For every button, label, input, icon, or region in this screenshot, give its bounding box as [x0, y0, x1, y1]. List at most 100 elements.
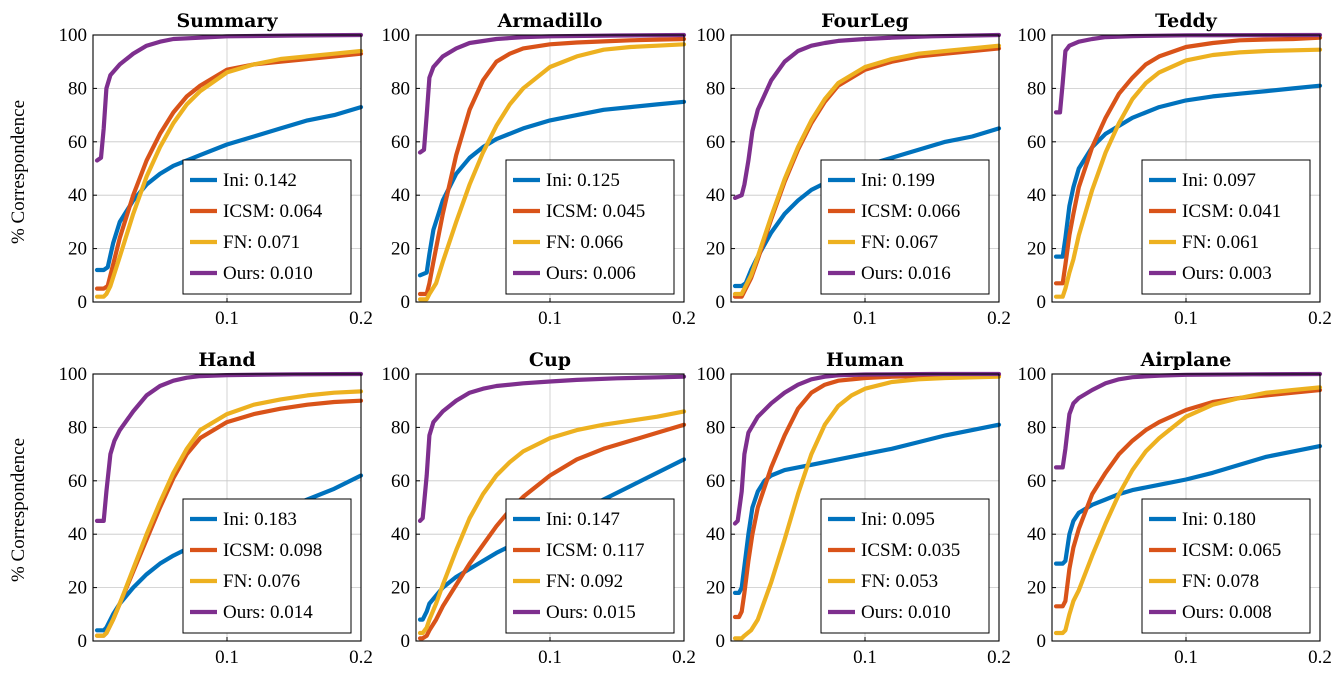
y-tick-label: 40 — [1027, 524, 1046, 545]
y-tick-label: 0 — [716, 292, 726, 313]
y-tick-label: 20 — [68, 239, 87, 260]
y-tick-label: 80 — [68, 417, 87, 438]
legend: Ini: 0.095 ICSM: 0.035 FN: 0.053 Ours: 0.01… — [820, 498, 990, 634]
panel-title: Teddy — [1155, 10, 1218, 32]
y-tick-label: 100 — [59, 364, 88, 385]
legend-label-ours: Ours: 0.010 — [861, 602, 951, 623]
y-tick-label: 40 — [68, 524, 87, 545]
y-tick-label: 40 — [391, 185, 410, 206]
legend-label-fn: FN: 0.066 — [546, 232, 623, 253]
x-tick-label: 0.1 — [538, 647, 562, 668]
legend-label-ini: Ini: 0.125 — [546, 170, 620, 191]
legend: Ini: 0.142 ICSM: 0.064 FN: 0.071 Ours: 0.01… — [182, 159, 352, 295]
legend: Ini: 0.199 ICSM: 0.066 FN: 0.067 Ours: 0.01… — [820, 159, 990, 295]
legend-label-ours: Ours: 0.010 — [223, 263, 313, 284]
legend-label-icsm: ICSM: 0.045 — [546, 201, 645, 222]
legend-label-fn: FN: 0.071 — [223, 232, 300, 253]
panel-title: Airplane — [1140, 349, 1232, 371]
chart-panel: 0 20 40 60 80 100 0.1 0.2 Human Ini: 0.095 ICSM: 0… — [697, 349, 1011, 668]
y-tick-label: 40 — [706, 524, 725, 545]
chart-panel: 0 20 40 60 80 100 0.1 0.2 Summary Ini: 0.142 ICSM:… — [59, 10, 373, 329]
x-tick-label: 0.1 — [538, 308, 562, 329]
legend-label-icsm: ICSM: 0.117 — [546, 540, 645, 561]
legend-label-fn: FN: 0.078 — [1182, 571, 1259, 592]
series-line-ours — [1053, 371, 1323, 470]
legend-label-ours: Ours: 0.006 — [546, 263, 636, 284]
chart-panel: 0 20 40 60 80 100 0.1 0.2 Airplane Ini: 0.180 ICSM… — [1018, 349, 1332, 668]
legend: Ini: 0.183 ICSM: 0.098 FN: 0.076 Ours: 0.01… — [182, 498, 352, 634]
x-tick-label: 0.2 — [349, 308, 373, 329]
y-tick-label: 100 — [1018, 364, 1047, 385]
y-tick-label: 0 — [78, 631, 88, 652]
y-tick-label: 0 — [401, 292, 411, 313]
x-tick-label: 0.1 — [215, 647, 239, 668]
y-tick-label: 60 — [706, 471, 725, 492]
x-tick-label: 0.1 — [1174, 308, 1198, 329]
y-tick-label: 0 — [78, 292, 88, 313]
chart-panel: 0 20 40 60 80 100 0.1 0.2 Cup Ini: 0.147 ICSM: 0.1… — [382, 349, 696, 668]
x-tick-label: 0.2 — [1308, 647, 1332, 668]
y-tick-label: 40 — [706, 185, 725, 206]
legend-label-ini: Ini: 0.183 — [223, 509, 297, 530]
series-line-ini — [94, 105, 364, 273]
y-tick-label: 60 — [1027, 132, 1046, 153]
y-tick-label: 60 — [68, 471, 87, 492]
series-line-ours — [1053, 32, 1323, 115]
x-tick-label: 0.2 — [672, 647, 696, 668]
legend-label-fn: FN: 0.067 — [861, 232, 938, 253]
y-tick-label: 80 — [1027, 417, 1046, 438]
x-tick-label: 0.2 — [1308, 308, 1332, 329]
legend-label-ini: Ini: 0.180 — [1182, 509, 1256, 530]
y-tick-label: 0 — [1037, 631, 1047, 652]
chart-panels: 0 20 40 60 80 100 0.1 0.2 Summary Ini: 0.142 ICSM:… — [59, 10, 1332, 668]
legend-label-ours: Ours: 0.015 — [546, 602, 636, 623]
legend-label-icsm: ICSM: 0.035 — [861, 540, 960, 561]
legend-label-ours: Ours: 0.014 — [223, 602, 313, 623]
series-line-fn — [1053, 385, 1323, 636]
series-line-icsm — [732, 373, 1002, 620]
series-line-ours — [732, 32, 1002, 200]
y-tick-label: 20 — [68, 578, 87, 599]
y-tick-label: 20 — [706, 239, 725, 260]
series-line-icsm — [417, 422, 687, 641]
y-tick-label: 80 — [391, 78, 410, 99]
y-tick-label: 20 — [391, 578, 410, 599]
x-tick-label: 0.2 — [987, 647, 1011, 668]
y-tick-label: 60 — [68, 132, 87, 153]
series-line-fn — [94, 389, 364, 638]
panel-title: Armadillo — [497, 10, 603, 32]
y-tick-label: 80 — [1027, 78, 1046, 99]
y-tick-label: 0 — [1037, 292, 1047, 313]
legend-label-icsm: ICSM: 0.065 — [1182, 540, 1281, 561]
legend-label-ini: Ini: 0.097 — [1182, 170, 1256, 191]
y-tick-label: 20 — [1027, 239, 1046, 260]
y-tick-label: 60 — [1027, 471, 1046, 492]
series-line-fn — [732, 43, 1002, 297]
legend-label-ours: Ours: 0.008 — [1182, 602, 1272, 623]
series-line-icsm — [94, 51, 364, 291]
y-tick-label: 40 — [68, 185, 87, 206]
legend-label-fn: FN: 0.053 — [861, 571, 938, 592]
legend: Ini: 0.097 ICSM: 0.041 FN: 0.061 Ours: 0.00… — [1141, 159, 1311, 295]
y-tick-label: 100 — [1018, 25, 1047, 46]
series-line-fn — [1053, 47, 1323, 299]
x-tick-label: 0.2 — [349, 647, 373, 668]
y-tick-label: 20 — [1027, 578, 1046, 599]
legend-box — [182, 159, 352, 295]
chart-panel: 0 20 40 60 80 100 0.1 0.2 FourLeg Ini: 0.199 ICSM:… — [697, 10, 1011, 329]
legend: Ini: 0.125 ICSM: 0.045 FN: 0.066 Ours: 0.00… — [505, 159, 675, 295]
legend: Ini: 0.180 ICSM: 0.065 FN: 0.078 Ours: 0.00… — [1141, 498, 1311, 634]
series-line-ours — [94, 32, 364, 163]
series-line-icsm — [417, 36, 687, 297]
y-tick-label: 20 — [391, 239, 410, 260]
chart-panel: 0 20 40 60 80 100 0.1 0.2 Hand Ini: 0.183 ICSM: 0.… — [59, 349, 373, 668]
series-line-ini — [417, 457, 687, 622]
x-tick-label: 0.1 — [853, 647, 877, 668]
y-tick-label: 20 — [706, 578, 725, 599]
series-line-ours — [94, 371, 364, 523]
series-line-ours — [417, 32, 687, 155]
series-line-fn — [94, 48, 364, 299]
legend-label-ini: Ini: 0.147 — [546, 509, 620, 530]
y-tick-label: 40 — [391, 524, 410, 545]
